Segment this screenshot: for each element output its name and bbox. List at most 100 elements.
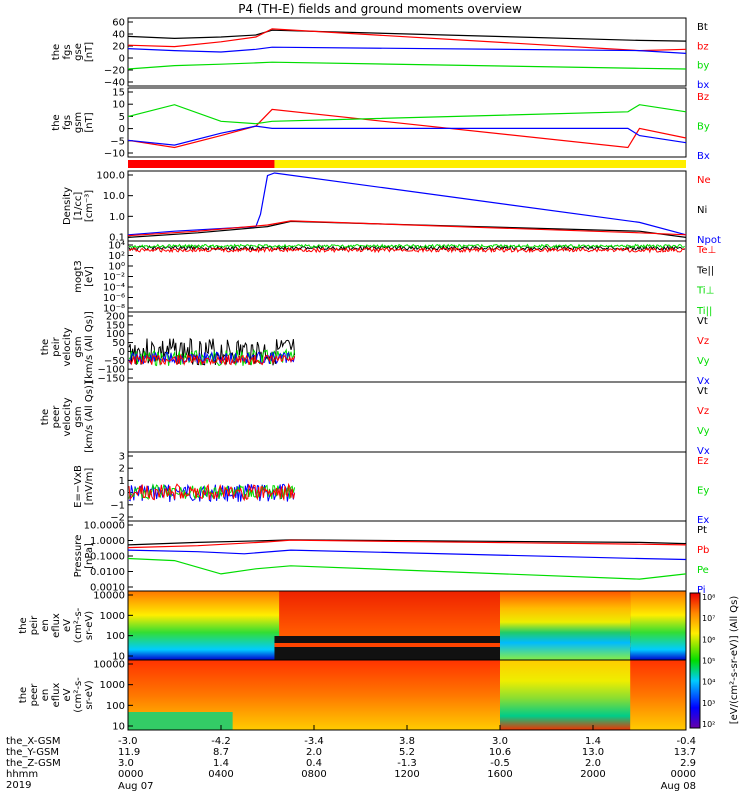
- y-axis-label-line: peer: [29, 683, 40, 707]
- y-axis-label: the peer velocity gsm [km/s (All Qs)]: [40, 381, 95, 453]
- mode-bar-segment: [128, 160, 275, 168]
- x-tick-label: 2.0: [585, 758, 601, 769]
- y-axis-label-line: [1/cc]: [73, 192, 84, 221]
- y-axis-label-line: peer: [51, 405, 62, 429]
- x-tick-label: 0000: [671, 769, 696, 780]
- colorbar-gradient: [689, 592, 701, 729]
- y-tick-label: 0: [119, 347, 125, 358]
- y-axis-label: Density [1/cc] [cm⁻³]: [62, 187, 95, 225]
- y-axis-label-line: the: [51, 114, 62, 130]
- y-tick-label: 10: [112, 722, 125, 733]
- noisy-trace: [128, 243, 685, 249]
- panel-peir-spec: 10000 1000 100 10 the peir en eflux eV (cm²-s-sr-…: [18, 590, 687, 663]
- y-axis-label-line: [nPa]: [84, 543, 95, 569]
- y-tick-label: 10⁰: [108, 262, 125, 273]
- y-axis-label-line: [cm⁻³]: [84, 190, 95, 222]
- y-axis-label-line: [nT]: [84, 112, 95, 132]
- legend-label: Ni: [697, 205, 707, 216]
- y-tick-label: 60: [112, 18, 125, 29]
- colorbar-tick-label: 10⁷: [702, 614, 715, 623]
- y-tick-label: 1000: [100, 680, 125, 691]
- legend-label: Vz: [697, 406, 709, 417]
- y-tick-label: 10⁴: [108, 241, 125, 252]
- noisy-trace: [128, 483, 296, 501]
- x-tick-label: 13.7: [674, 747, 696, 758]
- y-tick-label: 10⁻⁸: [103, 304, 125, 315]
- legend-label: Vt: [697, 386, 708, 397]
- x-tick-label: -4.2: [211, 736, 231, 747]
- legend-label: Ex: [697, 515, 709, 526]
- y-axis-label-line: the: [40, 339, 51, 355]
- y-axis-label: Pressure [nPa]: [73, 535, 95, 578]
- legend-label: Ti||: [696, 306, 712, 317]
- y-axis-label-line: [km/s (All Qs)]: [84, 311, 95, 383]
- y-axis-label-line: velocity: [62, 327, 73, 366]
- y-tick-label: 0: [119, 54, 125, 65]
- y-tick-label: 100: [106, 631, 125, 642]
- x-tick-label: 0400: [208, 769, 233, 780]
- x-date-label: Aug 08: [661, 781, 696, 792]
- y-tick-label: 150: [106, 320, 125, 331]
- x-tick-label: 13.0: [582, 747, 604, 758]
- x-row-label: the_X-GSM: [6, 736, 60, 747]
- y-axis-label-line: the: [51, 44, 62, 60]
- y-tick-label: 0.1000: [90, 552, 125, 563]
- legend-label: Ne: [697, 175, 711, 186]
- chart-title: P4 (TH-E) fields and ground moments over…: [238, 2, 522, 16]
- y-tick-label: 10000: [93, 660, 125, 671]
- y-tick-label: 5: [119, 112, 125, 123]
- y-tick-label: 0.0010: [90, 583, 125, 594]
- legend-label: Vy: [697, 426, 710, 437]
- panel-frame: [127, 381, 687, 453]
- colorbar-tick-label: 10⁴: [702, 678, 715, 687]
- x-tick-label: -0.4: [676, 736, 696, 747]
- panel-frame: [127, 240, 687, 313]
- series-line-fgs-gse-bt: [127, 29, 687, 42]
- y-axis-label-line: gsm: [73, 406, 84, 427]
- legend-label: Bx: [697, 151, 710, 162]
- y-axis-label-line: Pressure: [73, 535, 84, 578]
- legend-label: Pb: [697, 545, 709, 556]
- x-tick-label: 0.4: [306, 758, 322, 769]
- panel-peer-velocity: the peer velocity gsm [km/s (All Qs)] Vt Vz Vy V…: [40, 381, 710, 457]
- legend-label: Pt: [697, 525, 707, 536]
- x-tick-label: 2.0: [306, 747, 322, 758]
- noisy-trace: [128, 482, 296, 502]
- legend-label: Vt: [697, 316, 708, 327]
- y-tick-label: 40: [112, 30, 125, 41]
- x-tick-label: -3.0: [118, 736, 138, 747]
- y-axis-label-line: fgs: [62, 44, 73, 59]
- y-tick-label: 10⁻⁴: [103, 283, 125, 294]
- x-date-label: Aug 07: [118, 781, 153, 792]
- legend-label: Te⊥: [696, 245, 716, 256]
- y-axis-label-line: gsm: [73, 112, 84, 133]
- y-tick-label: 2: [119, 464, 125, 475]
- legend-label: Ey: [697, 486, 709, 497]
- colorbar-tick-label: 10⁵: [702, 657, 715, 666]
- y-tick-label: −50: [104, 356, 125, 367]
- series-line-density-ne: [127, 220, 687, 237]
- series-line-fgs-gse-bx: [127, 46, 687, 54]
- colorbar-label: [eV/(cm²-s-sr-eV)] (All Qs): [729, 596, 740, 725]
- y-axis-label-line: eflux: [51, 683, 62, 708]
- mode-bar-segment: [274, 160, 686, 168]
- y-axis-label-line: gsm: [73, 336, 84, 357]
- x-tick-label: -1.3: [397, 758, 417, 769]
- noisy-trace: [128, 244, 685, 252]
- y-axis-label: the fgs gse [nT]: [51, 42, 95, 62]
- y-axis-label-line: the: [18, 687, 29, 703]
- spectrogram-region: [500, 591, 631, 660]
- y-tick-label: 200: [106, 312, 125, 323]
- x-tick-label: 2000: [580, 769, 605, 780]
- x-tick-label: 3.0: [118, 758, 134, 769]
- y-tick-label: 100: [106, 329, 125, 340]
- legend-label: Vz: [697, 336, 709, 347]
- x-tick-label: 5.2: [399, 747, 415, 758]
- series-line-pressure-pe: [127, 557, 687, 580]
- series-line-density-npot: [127, 172, 687, 236]
- x-row-label: hhmm: [6, 769, 38, 780]
